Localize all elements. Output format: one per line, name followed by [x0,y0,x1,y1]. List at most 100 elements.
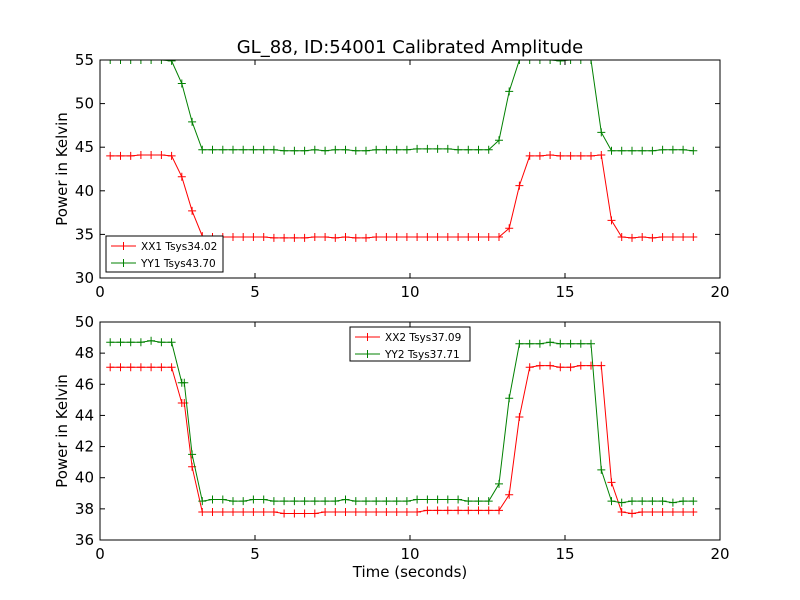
data-point [402,233,411,241]
data-point [443,506,452,515]
subplot-2: 0 5 10 15 20 36 38 40 42 44 46 48 50 Power in Kelvin X… [53,313,730,563]
data-point [116,60,125,64]
data-point [280,497,289,506]
legend-marker [119,259,128,267]
data-point [505,87,514,96]
data-point [576,361,585,370]
data-point [423,233,432,241]
data-point [126,363,135,372]
data-point [628,509,636,518]
series-1-group [106,151,698,242]
data-point [229,508,237,516]
data-point [136,151,145,159]
data-point [269,497,278,506]
data-point [617,146,626,155]
data-point [566,60,575,64]
data-point [341,495,350,504]
series-line [110,154,694,239]
data-point [525,339,534,348]
data-point [106,151,115,160]
series-1-group [106,361,698,518]
data-point [679,497,688,506]
data-point [402,497,411,506]
data-point [689,233,698,241]
data-point [546,361,555,370]
data-point [218,508,227,516]
y-tick-label: 46 [75,375,94,393]
data-point [648,233,657,242]
legend-marker [363,350,372,358]
data-point [607,216,616,225]
data-point [249,495,258,504]
data-point [341,508,350,516]
data-point [167,60,176,65]
data-point [106,363,115,372]
data-point [433,233,442,241]
data-point [351,233,360,242]
data-point [587,60,595,64]
data-point [607,478,616,487]
data-point [208,495,217,504]
data-point [147,151,156,159]
data-point [259,495,268,504]
data-point [454,495,463,504]
data-point [188,117,197,126]
legend-entry-label: YY2 Tsys37.71 [384,349,460,361]
data-point [525,151,534,160]
data-point [535,361,544,370]
y-tick-label: 45 [75,138,94,156]
data-point [106,60,115,64]
data-point [413,508,422,516]
data-point [443,233,452,241]
data-point [668,145,677,154]
data-point [300,497,309,506]
data-point [597,361,606,370]
data-point [280,233,289,242]
legend-entry-label: XX2 Tsys37.09 [385,332,461,344]
data-point [136,60,145,64]
data-point [658,233,667,241]
series-line [110,60,694,152]
data-point [106,338,115,347]
data-point [321,497,330,506]
data-point [556,363,565,372]
data-point [239,145,248,154]
data-point [351,146,360,155]
data-point [525,363,534,372]
data-point [484,233,493,241]
data-point [505,394,514,403]
data-point [402,508,411,516]
data-point [566,151,575,160]
data-point [505,490,514,499]
data-point [331,508,340,516]
data-point [198,145,207,154]
data-point [269,145,278,154]
data-point [546,60,555,64]
legend-marker [119,242,128,250]
data-point [331,233,340,242]
data-point [280,509,289,518]
data-point [679,145,688,154]
data-point [157,151,166,159]
data-point [587,361,595,370]
data-point [464,145,473,154]
data-point [515,181,524,190]
data-point [443,144,452,153]
data-point [402,145,411,154]
data-point [382,233,391,241]
data-point [628,146,636,155]
data-point [392,145,401,154]
data-point [433,144,442,153]
data-point [525,60,534,64]
data-point [495,506,503,515]
data-point [535,339,544,348]
data-point [188,206,197,215]
data-point [556,339,565,348]
data-point [249,233,258,241]
data-point [157,363,166,372]
data-point [648,508,657,516]
data-point [321,233,330,241]
data-point [147,60,156,64]
data-point [136,338,145,347]
data-point [136,363,145,372]
